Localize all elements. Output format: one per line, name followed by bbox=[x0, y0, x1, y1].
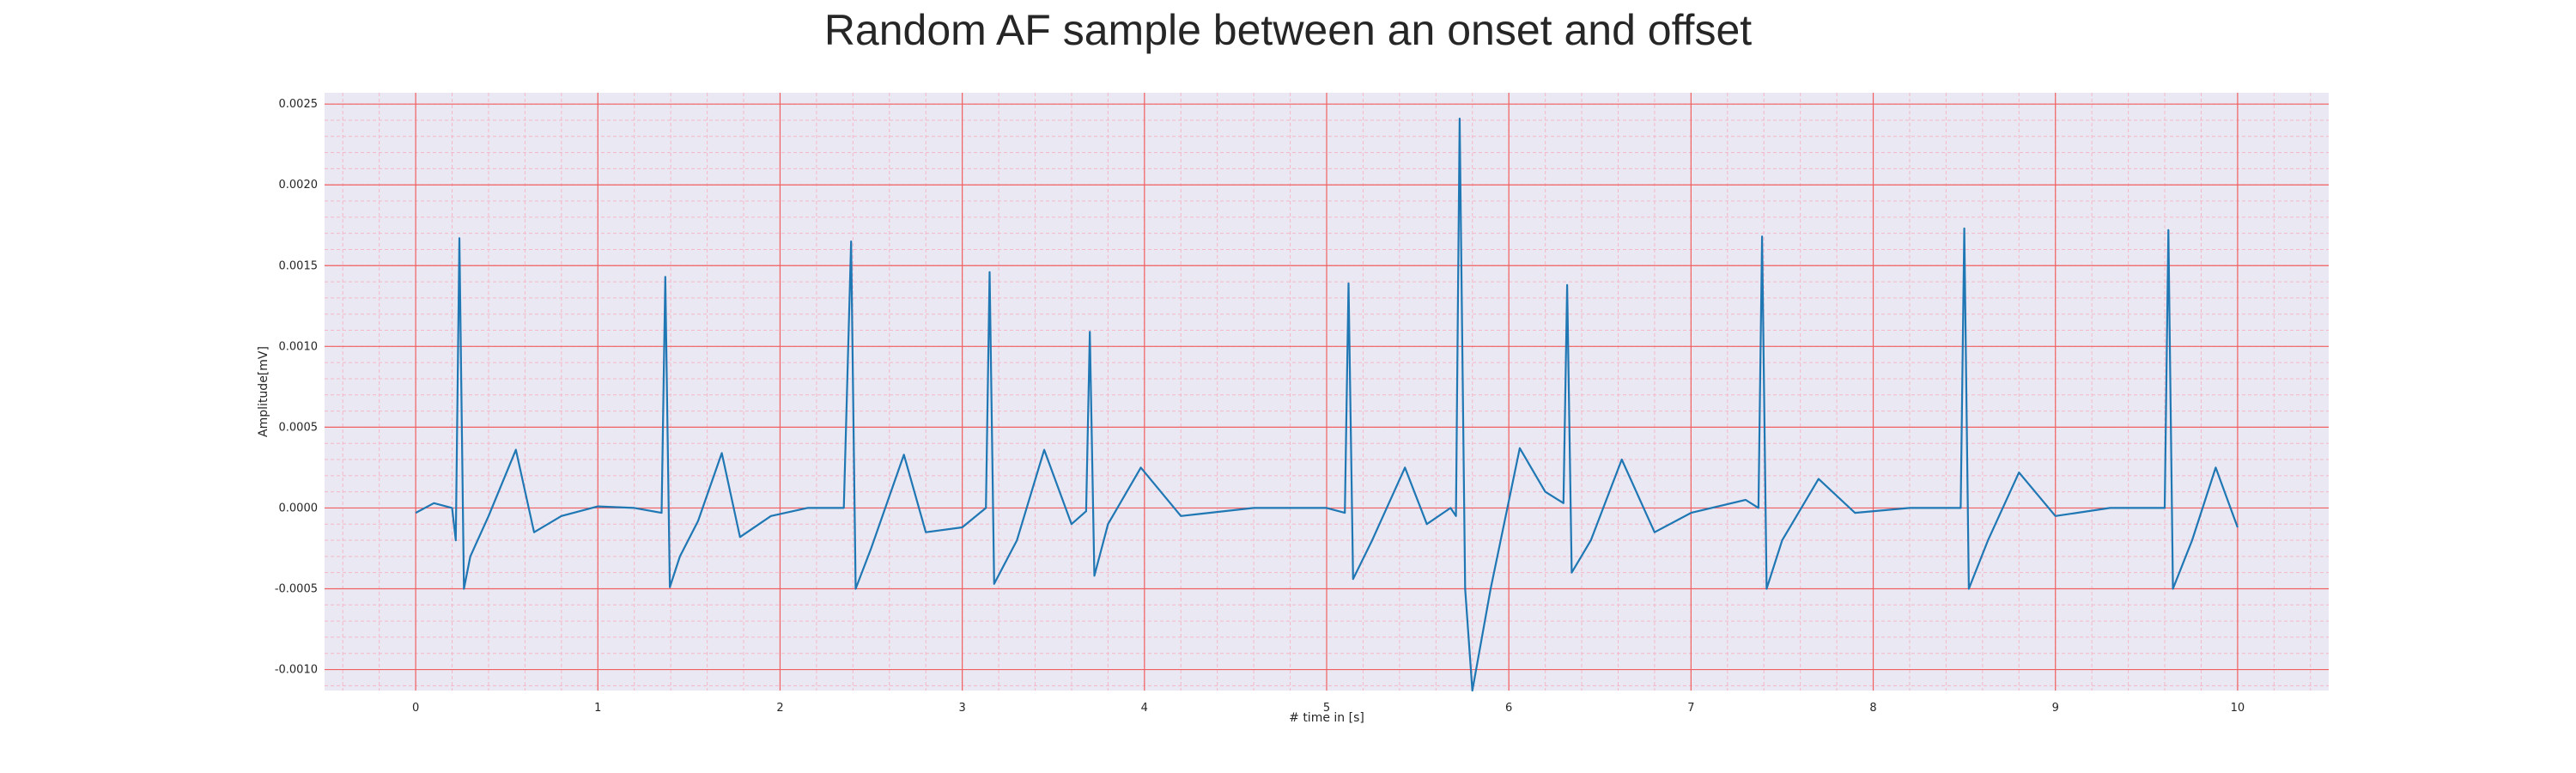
y-axis-label: Amplitude[mV] bbox=[257, 346, 270, 437]
x-tick-label: 6 bbox=[1505, 702, 1512, 715]
y-tick-label: 0.0005 bbox=[279, 421, 319, 434]
x-tick-label: 8 bbox=[1869, 702, 1876, 715]
y-tick-label: -0.0005 bbox=[275, 582, 318, 595]
x-tick-label: 0 bbox=[412, 702, 419, 715]
y-tick-label: -0.0010 bbox=[275, 664, 318, 677]
y-tick-label: 0.0020 bbox=[279, 179, 319, 192]
x-axis-label: # time in [s] bbox=[1289, 711, 1364, 725]
y-tick-label: 0.0010 bbox=[279, 340, 319, 353]
y-tick-labels: -0.0010 -0.0005 0.0000 0.0005 0.0010 0.0015 0.… bbox=[275, 98, 318, 676]
y-tick-label: 0.0000 bbox=[279, 502, 319, 514]
x-tick-label: 1 bbox=[594, 702, 601, 715]
x-tick-label: 9 bbox=[2052, 702, 2059, 715]
x-tick-label: 3 bbox=[958, 702, 965, 715]
x-tick-label: 7 bbox=[1687, 702, 1694, 715]
y-tick-label: 0.0015 bbox=[279, 259, 319, 272]
x-tick-label: 2 bbox=[776, 702, 783, 715]
y-tick-label: 0.0025 bbox=[279, 98, 319, 111]
x-tick-label: 10 bbox=[2231, 702, 2245, 715]
x-tick-label: 4 bbox=[1141, 702, 1148, 715]
